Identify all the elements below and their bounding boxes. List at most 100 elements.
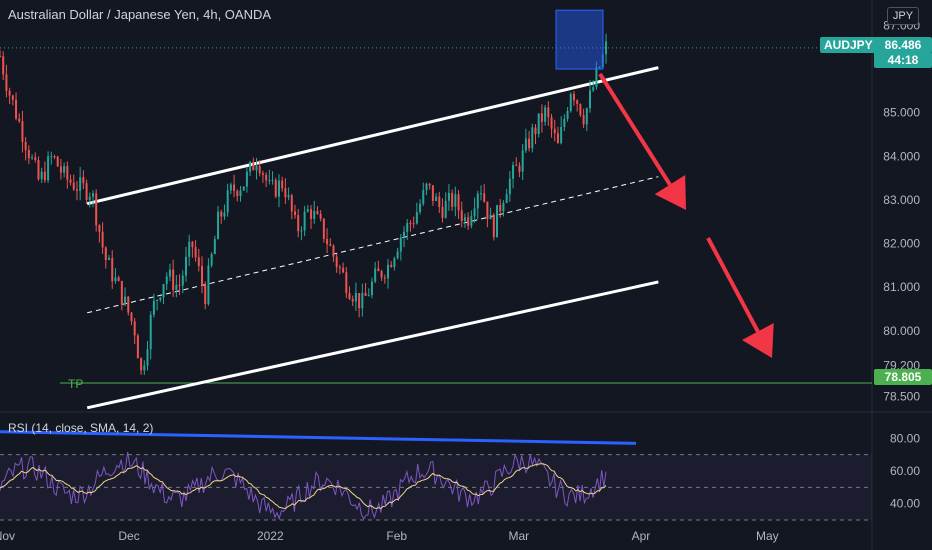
candle (178, 284, 181, 286)
candle (281, 180, 284, 189)
candle (24, 141, 27, 150)
candle (447, 192, 450, 201)
arrow-shaft (706, 237, 760, 333)
candle (428, 183, 431, 186)
candle (332, 245, 335, 257)
tp-price-badge: 78.805 (874, 369, 932, 385)
candle (367, 295, 370, 297)
candle (569, 93, 572, 111)
candle (258, 165, 261, 174)
candle (537, 113, 540, 135)
candle (313, 210, 316, 219)
candle (598, 67, 601, 69)
candle (364, 292, 367, 296)
time-tick-label: Nov (0, 529, 15, 543)
candle (8, 90, 11, 96)
candle (53, 156, 56, 158)
candle (463, 217, 466, 222)
candle (351, 298, 354, 302)
candle (2, 56, 5, 75)
candle (146, 349, 149, 366)
candle (496, 205, 499, 238)
candle (354, 292, 357, 302)
rsi-indicator-label[interactable]: RSI (14, close, SMA, 14, 2) (8, 421, 154, 435)
candle (348, 293, 351, 299)
candle (329, 244, 332, 246)
rsi-trendline (0, 430, 637, 445)
price-tick-label: 84.000 (883, 149, 920, 163)
candle (124, 296, 127, 305)
candle (0, 55, 1, 57)
candle (560, 127, 563, 144)
arrow-head (654, 175, 686, 210)
candle (204, 285, 207, 305)
currency-button[interactable]: JPY (887, 7, 919, 25)
candle (220, 211, 223, 217)
candle (213, 239, 216, 255)
candle (335, 256, 338, 268)
candle (136, 335, 139, 359)
candle (184, 256, 187, 276)
candle (473, 208, 476, 217)
rsi-ma-line (0, 463, 607, 509)
candle (566, 110, 569, 119)
candle (377, 268, 380, 272)
candle (108, 257, 111, 260)
candle (486, 201, 489, 220)
candle (140, 358, 143, 371)
candle (605, 41, 608, 55)
candle (245, 171, 248, 187)
candle (181, 275, 184, 286)
candle (528, 138, 531, 149)
price-tick-label: 85.000 (883, 106, 920, 120)
candle (274, 180, 277, 197)
candle (50, 156, 53, 158)
candle (326, 238, 329, 245)
candle (585, 108, 588, 125)
candle (31, 157, 34, 159)
chart-title: Australian Dollar / Japanese Yen, 4h, OA… (8, 7, 272, 22)
candle (66, 166, 69, 180)
candle (547, 107, 550, 118)
candle (47, 156, 50, 181)
candle (310, 209, 313, 219)
candle (322, 218, 325, 239)
candle (111, 257, 114, 282)
candle (114, 277, 117, 282)
candle (470, 216, 473, 226)
candle (345, 272, 348, 294)
candle (223, 212, 226, 217)
candle (534, 127, 537, 135)
candle (508, 178, 511, 195)
candle (162, 284, 165, 298)
candle (553, 128, 556, 134)
candle (386, 264, 389, 279)
candle (82, 177, 85, 184)
candle (370, 281, 373, 296)
time-tick-label: Apr (632, 529, 651, 543)
candle (338, 267, 341, 269)
rsi-tick-label: 40.00 (890, 497, 920, 511)
candle (34, 157, 37, 161)
candle (229, 184, 232, 191)
candle (479, 193, 482, 195)
candle (454, 194, 457, 207)
candle (255, 165, 258, 171)
candle (226, 190, 229, 213)
last-price-badge: 86.486 (874, 37, 932, 53)
candle (502, 202, 505, 212)
candle (544, 107, 547, 122)
countdown-badge: 44:18 (874, 52, 932, 68)
candle (201, 265, 204, 286)
candle (422, 190, 425, 204)
time-tick-label: May (756, 529, 779, 543)
candle (319, 213, 322, 219)
candle (175, 284, 178, 290)
candle (88, 196, 91, 200)
candle (476, 193, 479, 209)
candle (217, 211, 220, 240)
candle (18, 118, 21, 122)
candle (380, 271, 383, 278)
candle (261, 173, 264, 175)
